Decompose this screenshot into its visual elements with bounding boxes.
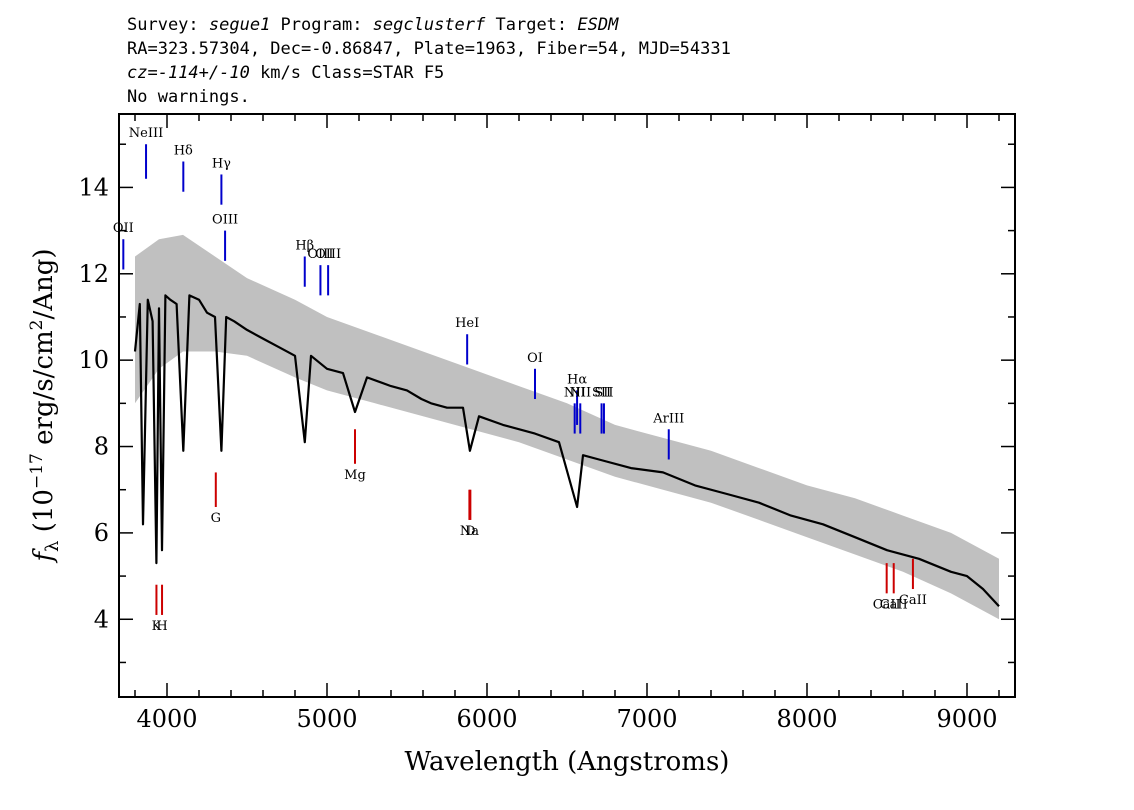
x-tick-label: 7000 bbox=[616, 705, 677, 733]
emission-line-label: NII bbox=[564, 385, 586, 400]
y-axis-title-part: (10 bbox=[29, 489, 59, 541]
y-axis-title-part: 2 bbox=[27, 320, 47, 331]
y-axis-title-part: −17 bbox=[27, 453, 47, 489]
absorption-line-label: K bbox=[152, 619, 162, 634]
header-segment: Survey: bbox=[127, 15, 209, 35]
header-segment: ESDM bbox=[577, 15, 619, 35]
emission-line-label: Hβ bbox=[295, 239, 314, 254]
header-line-2: RA=323.57304, Dec=-0.86847, Plate=1963, … bbox=[127, 39, 731, 59]
x-tick-label: 4000 bbox=[136, 705, 197, 733]
emission-line-label: HeI bbox=[455, 316, 479, 331]
header: Survey: segue1 Program: segclusterf Targ… bbox=[127, 15, 731, 107]
x-tick-label: 6000 bbox=[456, 705, 517, 733]
flux-line bbox=[133, 294, 1000, 608]
absorption-line-label: CaII bbox=[899, 593, 927, 608]
y-tick-label: 4 bbox=[94, 605, 109, 633]
header-segment: segclusterf bbox=[373, 15, 486, 35]
y-axis-title-part: erg/s/cm bbox=[29, 330, 59, 453]
y-tick-label: 6 bbox=[94, 519, 109, 547]
y-axis-ticks: 4 6 8 10 12 14 bbox=[78, 143, 1015, 664]
emission-line-label: Hγ bbox=[212, 156, 231, 171]
header-segment: cz=-114+/-10 bbox=[127, 63, 250, 83]
header-segment: segue1 bbox=[209, 15, 270, 35]
absorption-line-label: D bbox=[465, 524, 475, 539]
absorption-line-label: Mg bbox=[344, 468, 366, 483]
error-envelope bbox=[135, 234, 999, 620]
header-segment: Target: bbox=[485, 15, 577, 35]
y-axis-title-part: /Ang) bbox=[29, 248, 59, 319]
emission-line-label: OIII bbox=[307, 247, 333, 262]
plot-frame bbox=[118, 113, 1016, 698]
emission-line-label: SII bbox=[592, 385, 611, 400]
header-line-3: cz=-114+/-10 km/s Class=STAR F5 bbox=[127, 63, 444, 83]
emission-line-label: SII bbox=[594, 385, 613, 400]
y-tick-label: 12 bbox=[78, 260, 109, 288]
absorption-line-label: CaII bbox=[873, 597, 901, 612]
y-axis-title: fλ (10−17 erg/s/cm2/Ang) bbox=[27, 248, 63, 563]
y-tick-label: 8 bbox=[94, 433, 109, 461]
header-segment: km/s Class=STAR F5 bbox=[250, 63, 444, 83]
emission-line-label: Hα bbox=[567, 372, 587, 387]
emission-line-label: NeIII bbox=[129, 126, 163, 141]
emission-line-label: OI bbox=[527, 351, 543, 366]
y-axis-title-part: λ bbox=[42, 541, 63, 552]
emission-line-label: ArIII bbox=[652, 411, 684, 426]
y-tick-label: 10 bbox=[78, 346, 109, 374]
x-axis-ticks: 4000 5000 6000 7000 8000 9000 bbox=[134, 114, 1000, 733]
x-axis-title: Wavelength (Angstroms) bbox=[405, 747, 730, 777]
absorption-line-label: CaII bbox=[880, 597, 908, 612]
absorption-line-label: Na bbox=[460, 524, 479, 539]
x-tick-label: 5000 bbox=[296, 705, 357, 733]
emission-line-label: Hδ bbox=[174, 144, 193, 159]
emission-line-label: OIII bbox=[212, 213, 238, 228]
emission-line-label: NII bbox=[569, 385, 591, 400]
x-tick-label: 9000 bbox=[936, 705, 997, 733]
emission-line-label: OII bbox=[113, 221, 134, 236]
emission-line-label: OIII bbox=[315, 247, 341, 262]
absorption-line-label: G bbox=[211, 511, 221, 526]
x-tick-label: 8000 bbox=[776, 705, 837, 733]
header-line-4: No warnings. bbox=[127, 87, 250, 107]
y-tick-label: 14 bbox=[78, 173, 109, 201]
absorption-line-label: H bbox=[156, 619, 167, 634]
header-line-1: Survey: segue1 Program: segclusterf Targ… bbox=[127, 15, 619, 35]
header-segment: Program: bbox=[270, 15, 372, 35]
